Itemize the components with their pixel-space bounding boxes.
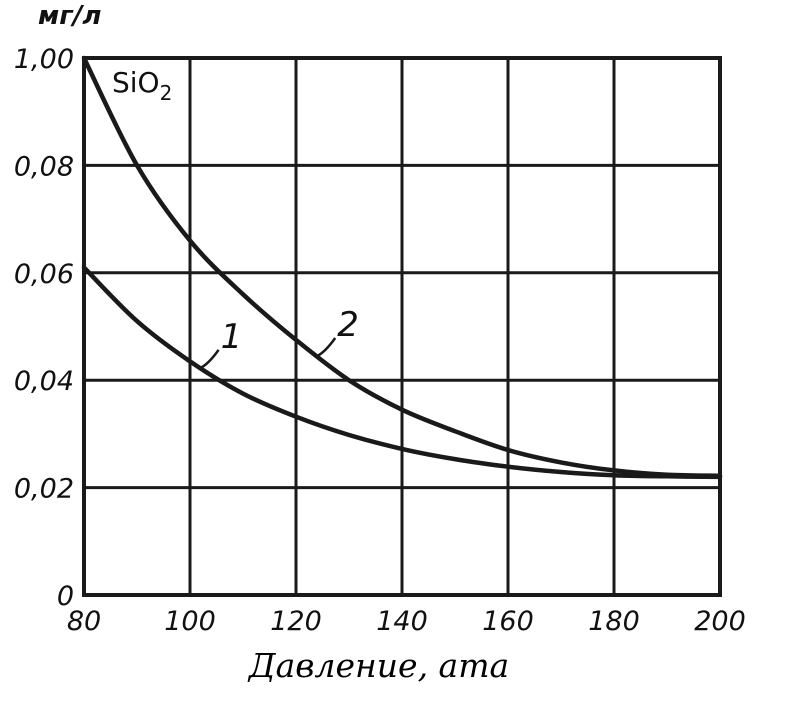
x-tick-label: 160 (482, 606, 534, 637)
y-tick-label: 0 (57, 581, 74, 612)
sio2-annotation: SiO2 (112, 66, 172, 105)
series-curve-1 (81, 265, 723, 480)
series-leader-1 (199, 349, 220, 369)
series-label-1: 1 (221, 317, 243, 357)
plot-frame (82, 56, 722, 597)
series-curve-2 (81, 55, 723, 479)
y-tick-label: 0,04 (14, 366, 74, 397)
sio2-annotation-subscript: 2 (160, 81, 173, 105)
y-tick-label: 0,02 (14, 474, 74, 505)
series-leader-2 (316, 337, 337, 358)
x-tick-label: 140 (376, 606, 428, 637)
x-tick-label: 120 (270, 606, 322, 637)
y-axis-unit-label: мг/л (38, 1, 101, 31)
x-tick-label: 180 (588, 606, 640, 637)
x-tick-label: 80 (67, 606, 101, 637)
y-tick-label: 1,00 (14, 44, 74, 75)
x-tick-label: 100 (164, 606, 216, 637)
sio2-annotation-base: SiO (112, 66, 160, 99)
y-tick-label: 0,08 (14, 151, 74, 182)
x-tick-label: 200 (694, 606, 746, 637)
x-axis-label: Давление, ата (247, 646, 509, 685)
y-tick-label: 0,06 (14, 259, 74, 290)
grid (84, 58, 720, 595)
series-label-2: 2 (337, 305, 359, 345)
y-tick-labels: 0 0,02 0,04 0,06 0,08 1,00 (14, 44, 74, 612)
x-tick-labels: 80 100 120 140 160 180 200 (67, 606, 746, 637)
